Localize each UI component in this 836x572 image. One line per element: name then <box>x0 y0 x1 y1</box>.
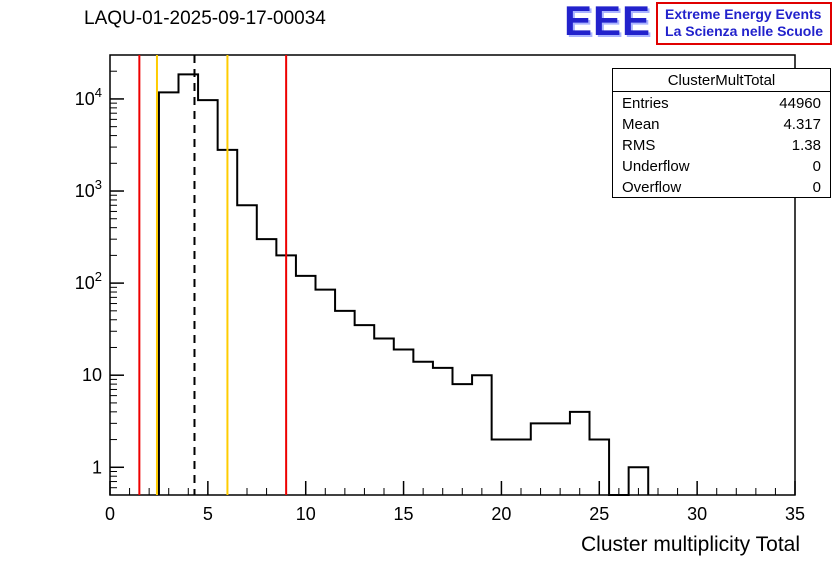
eee-logo-line1: Extreme Energy Events <box>665 6 822 22</box>
stats-label-overflow: Overflow <box>622 179 682 196</box>
eee-logo-acronym: EEE <box>564 0 652 44</box>
plot-frame <box>109 54 796 496</box>
stats-row-underflow: Underflow 0 <box>613 155 830 176</box>
x-tick-label: 5 <box>203 504 213 524</box>
stats-label-entries: Entries <box>622 95 669 112</box>
eee-logo: EEE Extreme Energy Events La Scienza nel… <box>564 0 832 45</box>
page-title: LAQU-01-2025-09-17-00034 <box>84 8 326 29</box>
x-tick-label: 10 <box>296 504 316 524</box>
stats-value-entries: 44960 <box>779 95 821 112</box>
stats-row-entries: Entries 44960 <box>613 92 830 113</box>
y-tick-label: 102 <box>75 269 102 293</box>
eee-logo-text-box: Extreme Energy Events La Scienza nelle S… <box>656 2 832 45</box>
eee-logo-line2: La Scienza nelle Scuole <box>665 23 823 39</box>
stats-row-rms: RMS 1.38 <box>613 134 830 155</box>
stats-label-mean: Mean <box>622 116 660 133</box>
x-tick-label: 25 <box>589 504 609 524</box>
stats-value-mean: 4.317 <box>783 116 821 133</box>
y-tick-label: 1 <box>92 457 102 477</box>
stats-box: ClusterMultTotal Entries 44960 Mean 4.31… <box>612 68 831 198</box>
stats-value-underflow: 0 <box>812 158 821 175</box>
stats-row-mean: Mean 4.317 <box>613 113 830 134</box>
x-tick-label: 15 <box>394 504 414 524</box>
stats-label-rms: RMS <box>622 137 656 154</box>
x-tick-label: 20 <box>491 504 511 524</box>
x-tick-label: 0 <box>105 504 115 524</box>
x-tick-label: 35 <box>785 504 805 524</box>
stats-box-title: ClusterMultTotal <box>613 69 830 92</box>
x-tick-label: 30 <box>687 504 707 524</box>
y-tick-label: 103 <box>75 177 102 201</box>
histogram-line <box>157 73 650 496</box>
y-tick-label: 10 <box>82 365 102 385</box>
y-tick-label: 104 <box>75 85 102 109</box>
stats-row-overflow: Overflow 0 <box>613 176 830 197</box>
stats-value-rms: 1.38 <box>791 137 821 154</box>
stats-value-overflow: 0 <box>812 179 821 196</box>
stats-label-underflow: Underflow <box>622 158 690 175</box>
x-axis-title: Cluster multiplicity Total <box>580 533 800 556</box>
